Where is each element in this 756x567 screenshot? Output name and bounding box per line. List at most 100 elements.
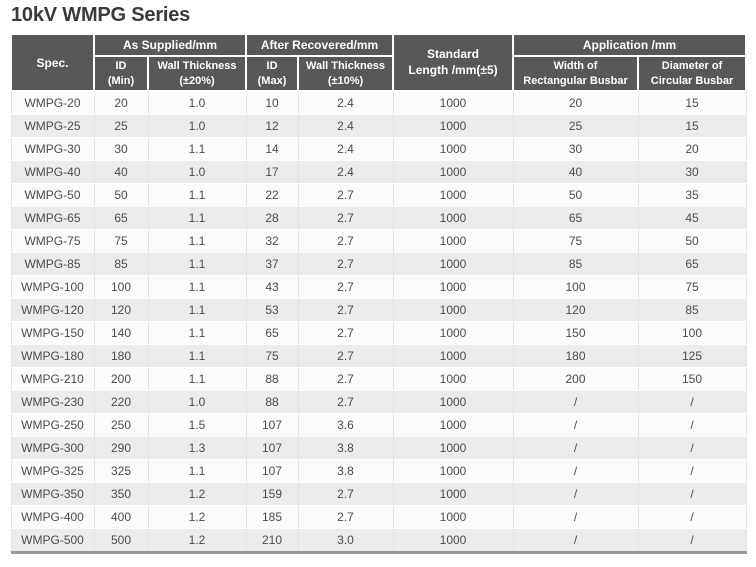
cell-standard-length: 1000: [392, 459, 514, 483]
cell-diameter-circular-busbar: 35: [637, 183, 747, 207]
cell-spec: WMPG-100: [10, 275, 94, 299]
cell-id-max: 210: [245, 528, 299, 553]
cell-wall-thickness-10: 2.7: [297, 390, 394, 414]
id-max-line1: ID: [266, 60, 278, 73]
cell-width-rectangular-busbar: 100: [512, 275, 639, 299]
cell-id-min: 140: [93, 321, 148, 345]
cell-standard-length: 1000: [392, 367, 514, 391]
col-header-wall-thickness-10: Wall Thickness (±10%): [297, 55, 395, 92]
cell-width-rectangular-busbar: /: [512, 482, 639, 506]
table-row: WMPG-25 25 1.0 12 2.4 1000 25 15: [10, 114, 747, 138]
cell-spec: WMPG-75: [10, 229, 94, 253]
col-header-diameter-circular-busbar: Diameter of Circular Busbar: [637, 55, 748, 92]
cell-wall-thickness-20: 1.1: [147, 252, 247, 276]
cell-wall-thickness-20: 1.0: [147, 390, 247, 414]
table-row: WMPG-65 65 1.1 28 2.7 1000 65 45: [10, 206, 747, 230]
table-row: WMPG-85 85 1.1 37 2.7 1000 85 65: [10, 252, 747, 276]
cell-diameter-circular-busbar: /: [637, 528, 747, 553]
cell-wall-thickness-10: 2.7: [297, 344, 394, 368]
cell-wall-thickness-10: 2.7: [297, 206, 394, 230]
table-row: WMPG-350 350 1.2 159 2.7 1000//: [10, 482, 747, 506]
cell-wall-thickness-10: 2.7: [297, 229, 394, 253]
cell-id-min: 100: [93, 275, 148, 299]
cell-id-min: 290: [93, 436, 148, 460]
table-row: WMPG-120 120 1.1 53 2.7 1000 120 85: [10, 298, 747, 322]
cell-spec: WMPG-180: [10, 344, 94, 368]
cell-wall-thickness-10: 3.8: [297, 459, 394, 483]
cell-id-max: 32: [245, 229, 299, 253]
cell-id-min: 65: [93, 206, 148, 230]
col-group-as-supplied: As Supplied/mm: [92, 33, 248, 57]
cell-id-min: 325: [93, 459, 148, 483]
cell-diameter-circular-busbar: /: [637, 505, 747, 529]
cell-spec: WMPG-40: [10, 160, 94, 184]
cell-id-min: 250: [93, 413, 148, 437]
cell-spec: WMPG-210: [10, 367, 94, 391]
cell-wall-thickness-20: 1.1: [147, 321, 247, 345]
cell-spec: WMPG-300: [10, 436, 94, 460]
cell-wall-thickness-20: 1.1: [147, 459, 247, 483]
cell-wall-thickness-10: 2.7: [297, 505, 394, 529]
wall-10-line2: (±10%): [327, 74, 364, 87]
cell-width-rectangular-busbar: 85: [512, 252, 639, 276]
table-row: WMPG-150 140 1.1 65 2.7 1000 150 100: [10, 321, 747, 345]
cell-diameter-circular-busbar: 20: [637, 137, 747, 161]
cell-id-max: 10: [245, 91, 299, 115]
cell-spec: WMPG-325: [10, 459, 94, 483]
table-row: WMPG-230 220 1.0 88 2.7 1000//: [10, 390, 747, 414]
cell-wall-thickness-20: 1.0: [147, 91, 247, 115]
cell-standard-length: 1000: [392, 91, 514, 115]
cell-wall-thickness-20: 1.1: [147, 275, 247, 299]
cell-standard-length: 1000: [392, 298, 514, 322]
cell-width-rectangular-busbar: 50: [512, 183, 639, 207]
cell-spec: WMPG-30: [10, 137, 94, 161]
col-header-spec: Spec.: [10, 33, 95, 92]
cell-standard-length: 1000: [392, 183, 514, 207]
cell-wall-thickness-10: 2.7: [297, 367, 394, 391]
spec-table: Spec. As Supplied/mm After Recovered/mm …: [10, 33, 748, 554]
cell-standard-length: 1000: [392, 137, 514, 161]
cell-width-rectangular-busbar: /: [512, 528, 639, 553]
cell-standard-length: 1000: [392, 344, 514, 368]
cell-id-min: 180: [93, 344, 148, 368]
cell-diameter-circular-busbar: 85: [637, 298, 747, 322]
cell-spec: WMPG-500: [10, 528, 94, 553]
table-row: WMPG-50 50 1.1 22 2.7 1000 50 35: [10, 183, 747, 207]
cell-id-min: 75: [93, 229, 148, 253]
cell-standard-length: 1000: [392, 528, 514, 553]
cell-id-max: 107: [245, 413, 299, 437]
cell-wall-thickness-10: 2.4: [297, 114, 394, 138]
wall-10-line1: Wall Thickness: [305, 60, 386, 73]
cell-diameter-circular-busbar: 15: [637, 91, 747, 115]
cell-id-max: 185: [245, 505, 299, 529]
cell-wall-thickness-10: 2.7: [297, 321, 394, 345]
cell-diameter-circular-busbar: /: [637, 459, 747, 483]
cell-standard-length: 1000: [392, 252, 514, 276]
cell-standard-length: 1000: [392, 229, 514, 253]
cell-wall-thickness-20: 1.1: [147, 206, 247, 230]
header-sub-row: ID (Min) Wall Thickness (±20%) ID (Max) …: [11, 55, 748, 92]
cell-spec: WMPG-230: [10, 390, 94, 414]
cell-wall-thickness-20: 1.3: [147, 436, 247, 460]
cell-width-rectangular-busbar: /: [512, 390, 639, 414]
table-row: WMPG-300 290 1.3 107 3.8 1000//: [10, 436, 747, 460]
cell-width-rectangular-busbar: 25: [512, 114, 639, 138]
cell-diameter-circular-busbar: /: [637, 413, 747, 437]
cell-width-rectangular-busbar: 30: [512, 137, 639, 161]
cell-standard-length: 1000: [392, 413, 514, 437]
cell-width-rectangular-busbar: 40: [512, 160, 639, 184]
cell-id-max: 17: [245, 160, 299, 184]
wall-20-line1: Wall Thickness: [157, 60, 237, 73]
cell-standard-length: 1000: [392, 321, 514, 345]
cell-diameter-circular-busbar: 75: [637, 275, 747, 299]
standard-length-line1: Standard: [427, 46, 480, 61]
cell-width-rectangular-busbar: 20: [512, 91, 639, 115]
cell-wall-thickness-10: 2.4: [297, 137, 394, 161]
cell-diameter-circular-busbar: 50: [637, 229, 747, 253]
cell-width-rectangular-busbar: /: [512, 413, 639, 437]
cell-standard-length: 1000: [392, 390, 514, 414]
cell-spec: WMPG-400: [10, 505, 94, 529]
cell-width-rectangular-busbar: 75: [512, 229, 639, 253]
col-header-standard-length: Standard Length /mm(±5): [392, 33, 515, 92]
diameter-busbar-line2: Circular Busbar: [650, 74, 734, 87]
